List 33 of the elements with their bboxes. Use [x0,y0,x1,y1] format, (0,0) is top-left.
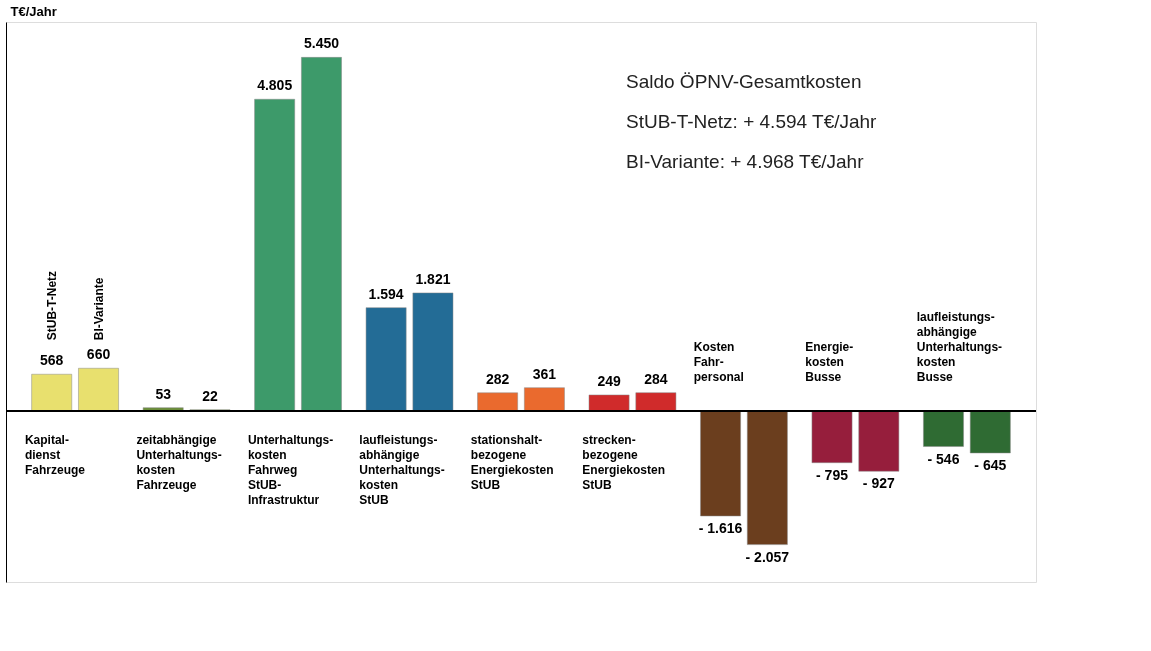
text: BI-Variante [91,277,106,341]
x-tick-label: Unterhaltungs- kosten Fahrweg StUB- Infrastruktur [247,433,334,508]
x-tick-label: Kapital- dienst Fahrzeuge [24,433,86,478]
data-label: - 546 [927,450,960,467]
data-label: 22 [202,387,218,404]
data-label: - 645 [974,456,1007,473]
data-label: 4.805 [257,77,293,94]
x-tick-label: Kosten Fahr- personal [693,340,744,385]
data-label: 53 [155,385,172,402]
x-tick-label: Energie- kosten Busse [805,340,854,385]
data-label: 660 [86,346,111,363]
annotation: Saldo ÖPNV-Gesamtkosten [626,71,862,92]
data-label: 361 [532,365,557,382]
data-label: 249 [597,372,621,389]
y-axis-title: T€/Jahr [10,3,57,19]
data-label: - 927 [862,475,895,492]
x-tick-label: laufleistungs- abhängige Unterhaltungs- kosten StUB [359,433,445,508]
data-label: - 795 [816,466,849,483]
data-label: - 1.616 [698,519,743,536]
text: StUB-T-Netz [44,270,59,341]
x-tick-label: stationshalt- bezogene Energiekosten StUB [470,433,554,493]
data-label: - 2.057 [745,548,790,565]
annotation: StUB-T-Netz: + 4.594 T€/Jahr [626,111,878,132]
data-label: 282 [485,370,510,387]
data-label: 1.821 [415,270,451,287]
x-tick-label: zeitabhängige Unterhaltungs- kosten Fahrzeuge [136,433,222,493]
data-label: 5.450 [303,35,340,52]
data-label: 568 [40,352,64,369]
x-tick-label: strecken- bezogene Energiekosten StUB [582,433,666,493]
annotation: BI-Variante: + 4.968 T€/Jahr [626,151,865,172]
data-label: 1.594 [368,285,404,302]
x-tick-label: laufleistungs- abhängige Unterhaltungs- kosten Busse [916,310,1003,385]
data-label: 284 [644,370,668,387]
